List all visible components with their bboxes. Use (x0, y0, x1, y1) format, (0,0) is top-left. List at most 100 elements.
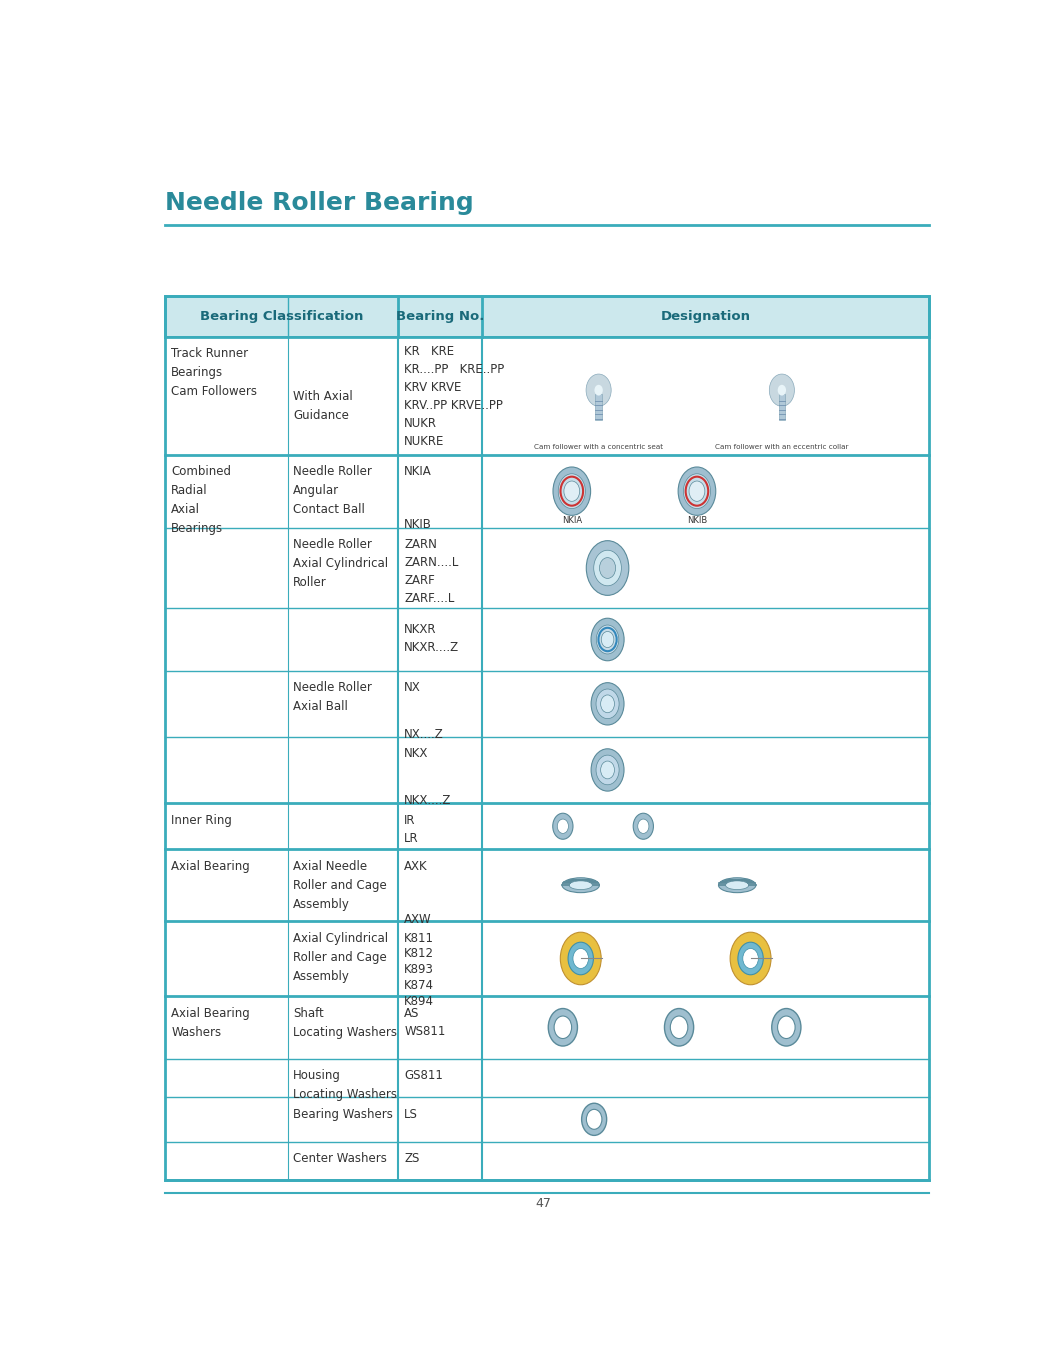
Text: AXK: AXK (404, 860, 428, 873)
Circle shape (586, 540, 629, 595)
Text: Roller and Cage: Roller and Cage (294, 879, 387, 893)
Circle shape (596, 690, 619, 718)
Circle shape (730, 932, 771, 984)
Ellipse shape (719, 877, 756, 893)
Text: NKX....Z: NKX....Z (404, 794, 452, 808)
Text: Bearing Classification: Bearing Classification (200, 310, 364, 324)
Text: NKIB: NKIB (404, 518, 432, 531)
Circle shape (558, 818, 568, 834)
Circle shape (582, 1104, 606, 1135)
Circle shape (573, 949, 588, 968)
Circle shape (689, 481, 705, 502)
Bar (779, 395, 785, 421)
Circle shape (559, 474, 585, 509)
Circle shape (586, 374, 612, 406)
Text: NKIB: NKIB (687, 515, 707, 525)
Text: WS811: WS811 (404, 1024, 445, 1038)
Bar (165, 670, 930, 736)
Bar (165, 296, 930, 337)
Bar (165, 995, 930, 1058)
Text: NKX: NKX (404, 747, 428, 761)
Text: Locating Washers: Locating Washers (294, 1026, 398, 1039)
Bar (165, 609, 930, 670)
Circle shape (670, 1016, 688, 1039)
Bar (596, 395, 602, 421)
Text: ZARN: ZARN (404, 539, 437, 551)
Circle shape (548, 1009, 578, 1046)
Circle shape (633, 813, 653, 839)
Circle shape (568, 942, 594, 975)
Circle shape (552, 813, 573, 839)
Text: Contact Ball: Contact Ball (294, 503, 366, 515)
Bar (165, 296, 930, 1180)
Text: With Axial: With Axial (294, 391, 353, 403)
Text: Assembly: Assembly (294, 969, 350, 983)
Circle shape (601, 695, 615, 713)
Text: NKIA: NKIA (404, 465, 431, 478)
Text: Guidance: Guidance (294, 410, 349, 422)
Bar (165, 1058, 930, 1097)
Text: Combined: Combined (171, 465, 231, 478)
Ellipse shape (726, 882, 748, 890)
Text: NX: NX (404, 681, 421, 694)
Text: Needle Roller Bearing: Needle Roller Bearing (165, 191, 474, 215)
Text: NKIA: NKIA (562, 515, 582, 525)
Text: Locating Washers: Locating Washers (294, 1089, 398, 1101)
Circle shape (743, 949, 758, 968)
Circle shape (586, 1109, 602, 1130)
Text: Needle Roller: Needle Roller (294, 681, 372, 694)
Circle shape (778, 385, 787, 396)
Circle shape (596, 755, 619, 784)
Bar (165, 921, 930, 995)
Text: Axial Bearing: Axial Bearing (171, 860, 250, 873)
Bar (165, 850, 930, 921)
Text: AS: AS (404, 1006, 420, 1020)
Circle shape (678, 468, 716, 515)
Bar (165, 1142, 930, 1180)
Text: NUKRE: NUKRE (404, 435, 444, 448)
Ellipse shape (569, 882, 593, 890)
Text: K811: K811 (404, 931, 435, 945)
Circle shape (600, 558, 616, 579)
Circle shape (595, 385, 603, 396)
Circle shape (591, 683, 624, 725)
Text: NKXR....Z: NKXR....Z (404, 642, 459, 654)
Circle shape (684, 474, 710, 509)
Text: Track Runner: Track Runner (171, 347, 248, 361)
Text: Assembly: Assembly (294, 898, 350, 912)
Text: Housing: Housing (294, 1069, 341, 1082)
Text: ZARF: ZARF (404, 574, 435, 587)
Bar (165, 736, 930, 803)
Bar (165, 455, 930, 528)
Text: GS811: GS811 (404, 1069, 443, 1082)
Text: Axial Bearing: Axial Bearing (171, 1006, 250, 1020)
Text: Angular: Angular (294, 484, 339, 498)
Text: Axial Cylindrical: Axial Cylindrical (294, 558, 388, 570)
Circle shape (591, 618, 624, 661)
Text: NKXR: NKXR (404, 622, 437, 636)
Circle shape (553, 468, 590, 515)
Text: Bearing Washers: Bearing Washers (294, 1108, 393, 1120)
Text: Bearings: Bearings (171, 366, 224, 380)
Text: ZS: ZS (404, 1152, 420, 1165)
Ellipse shape (562, 877, 600, 893)
Circle shape (601, 761, 615, 779)
Text: NUKR: NUKR (404, 417, 437, 430)
Text: Shaft: Shaft (294, 1006, 324, 1020)
Text: Radial: Radial (171, 484, 208, 498)
Text: Washers: Washers (171, 1026, 222, 1039)
Text: 47: 47 (535, 1197, 551, 1209)
Text: Axial Ball: Axial Ball (294, 701, 349, 713)
Text: Bearing No.: Bearing No. (396, 310, 484, 324)
Circle shape (770, 374, 794, 406)
Circle shape (772, 1009, 801, 1046)
Bar (165, 337, 930, 455)
Bar (165, 1097, 930, 1142)
Text: Axial Cylindrical: Axial Cylindrical (294, 931, 388, 945)
Text: KR....PP   KRE..PP: KR....PP KRE..PP (404, 363, 505, 376)
Text: K893: K893 (404, 964, 434, 976)
Text: Center Washers: Center Washers (294, 1152, 387, 1165)
Text: K874: K874 (404, 979, 435, 993)
Text: Roller and Cage: Roller and Cage (294, 950, 387, 964)
Text: Roller: Roller (294, 576, 328, 590)
